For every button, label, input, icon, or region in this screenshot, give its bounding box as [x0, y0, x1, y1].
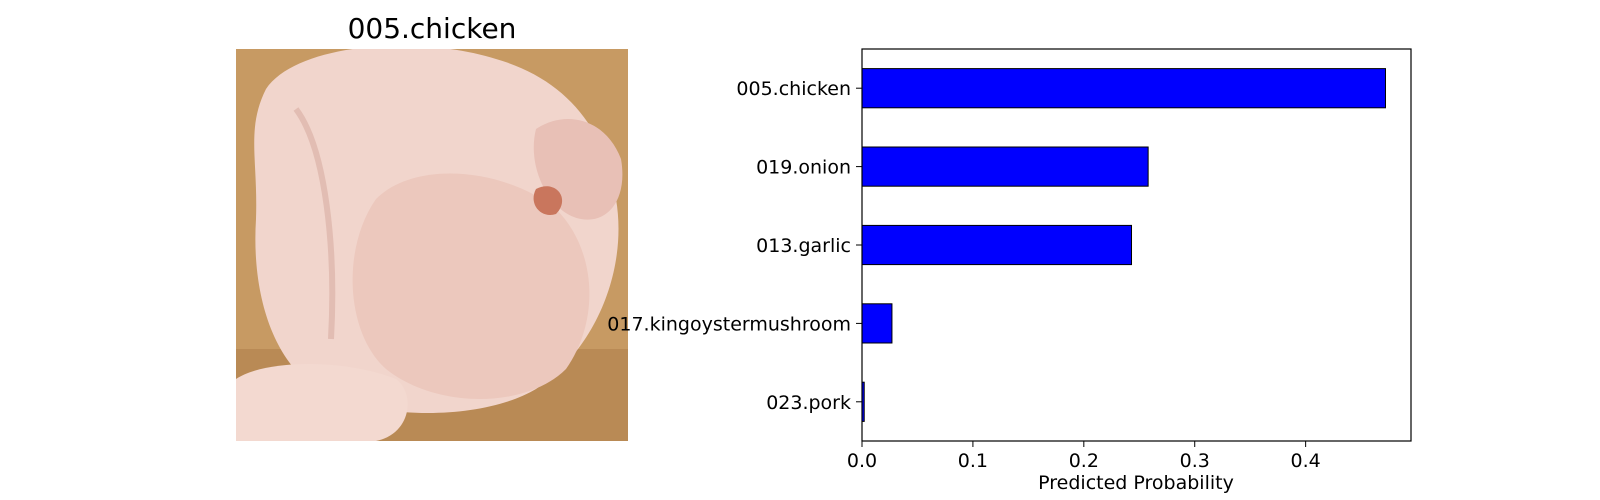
chicken-photo-drawing [236, 49, 628, 441]
image-title: 005.chicken [347, 12, 517, 45]
bar-017.kingoystermushroom [861, 303, 893, 344]
x-tick-label: 0.1 [958, 450, 988, 472]
x-tick-label: 0.0 [847, 450, 877, 472]
chicken-photo [236, 49, 628, 441]
bar-013.garlic [861, 224, 1133, 266]
y-tick-label: 013.garlic [756, 235, 851, 257]
y-tick-label: 023.pork [766, 392, 851, 414]
bar-005.chicken [861, 68, 1386, 109]
y-tick-label: 019.onion [756, 157, 851, 179]
y-tick-label: 005.chicken [736, 78, 851, 100]
x-axis: 0.0 0.1 0.2 0.3 0.4 [847, 441, 1321, 472]
x-axis-label: Predicted Probability [1038, 472, 1234, 494]
y-tick-label: 017.kingoystermushroom [607, 313, 851, 335]
x-tick-label: 0.4 [1291, 450, 1321, 472]
x-tick-label: 0.3 [1180, 450, 1210, 472]
chicken-thigh [352, 173, 590, 399]
y-axis: 005.chicken 019.onion 013.garlic 017.kingoy… [607, 78, 862, 414]
chicken-cavity [533, 186, 563, 215]
bar-019.onion [861, 146, 1149, 187]
chicken-crease [293, 107, 336, 340]
x-tick-label: 0.2 [1069, 450, 1099, 472]
chicken-drumstick [236, 364, 408, 441]
bars-layer [861, 68, 1386, 422]
